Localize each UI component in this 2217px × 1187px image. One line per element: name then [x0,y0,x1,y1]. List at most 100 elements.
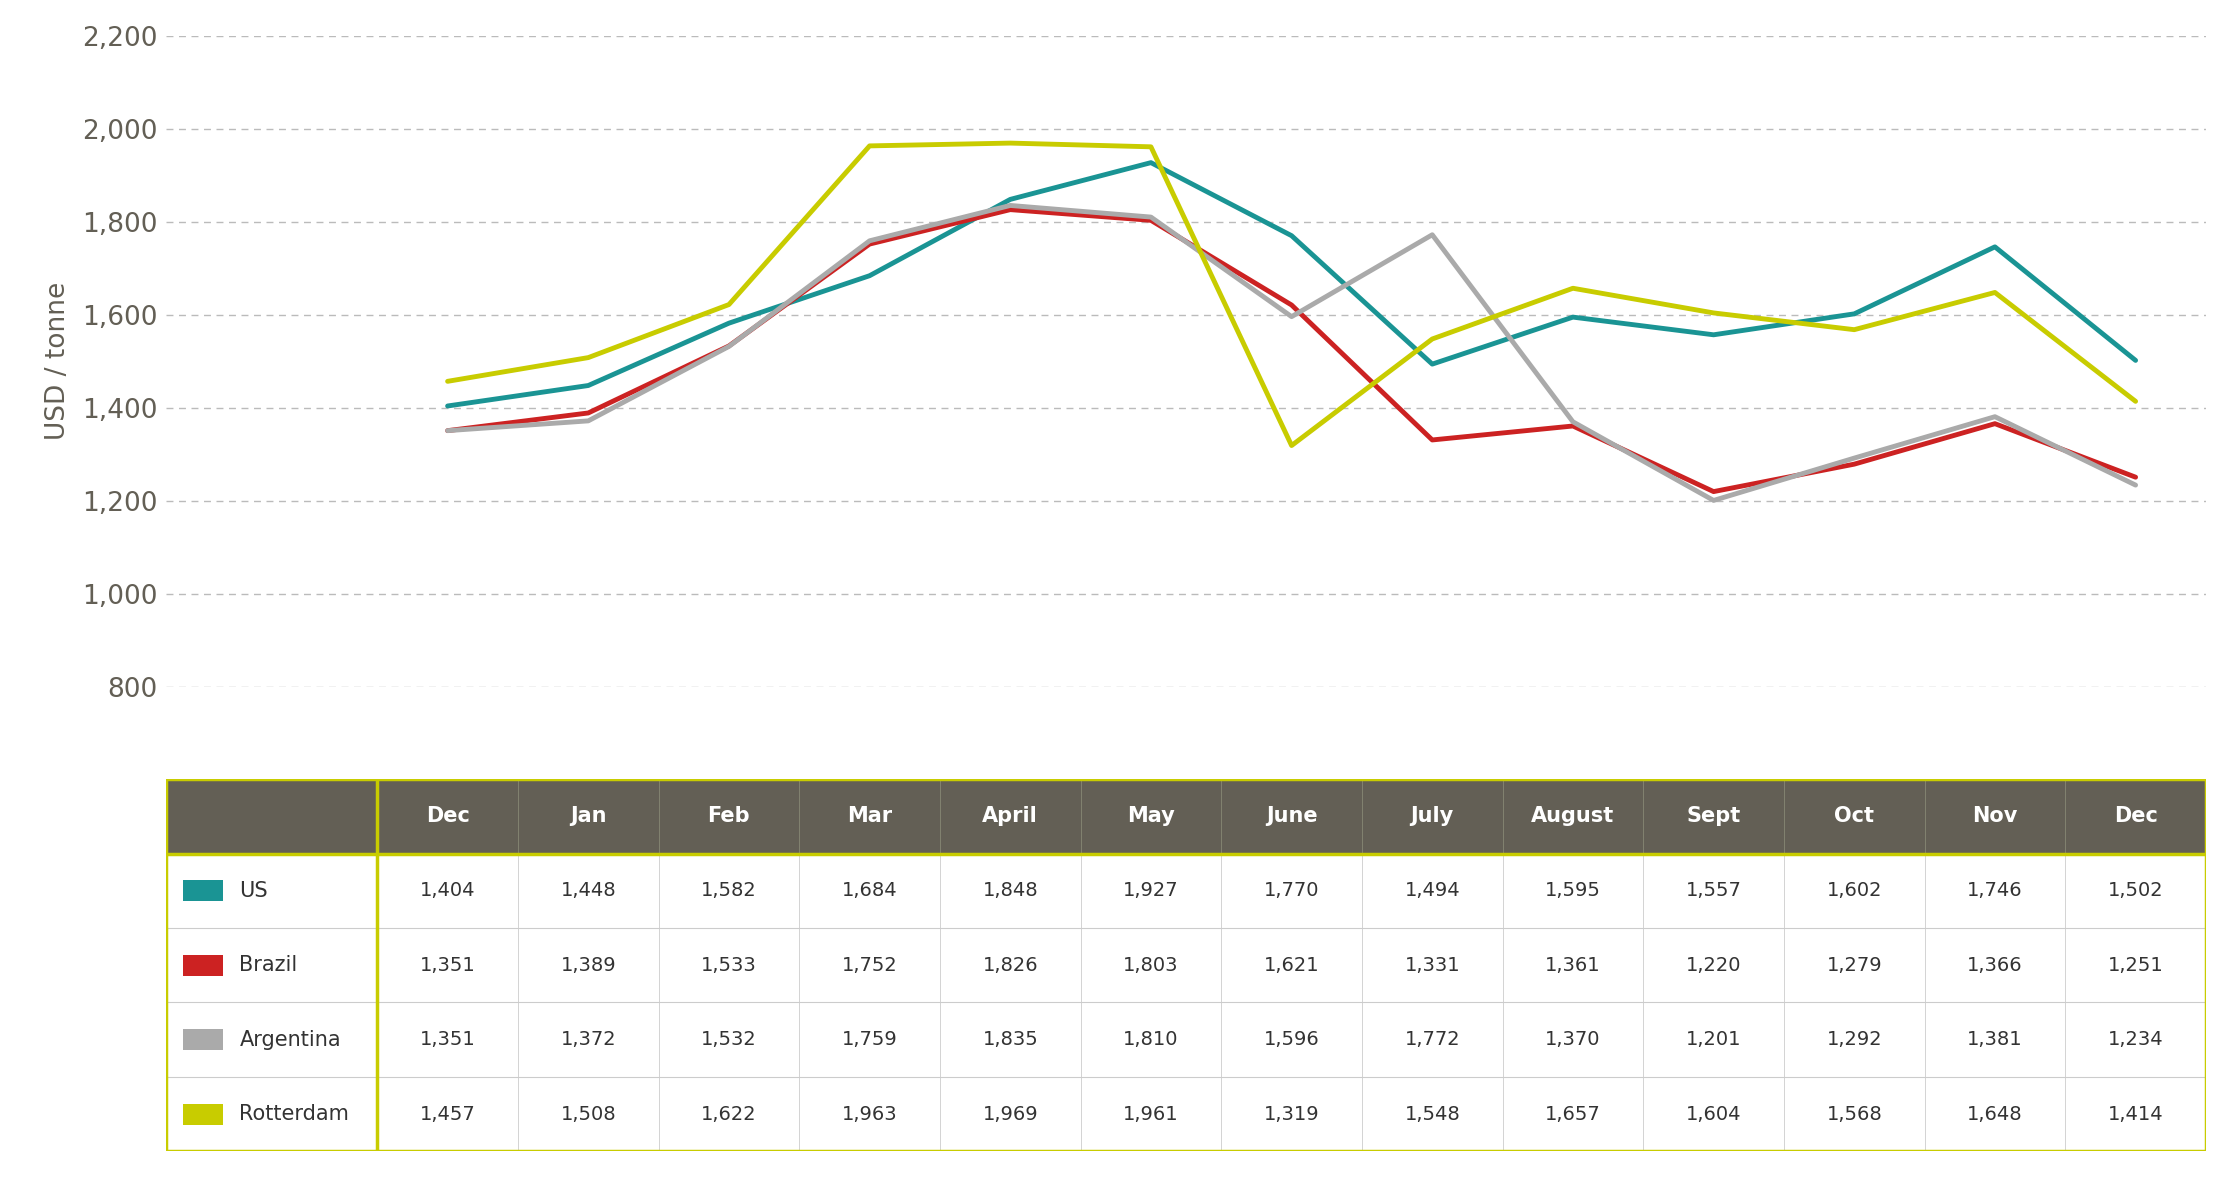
Text: 1,772: 1,772 [1403,1030,1461,1049]
Bar [166,1003,377,1077]
Text: Feb: Feb [707,806,749,826]
Text: 1,351: 1,351 [419,956,474,975]
Text: 1,582: 1,582 [701,881,756,900]
Text: Dec: Dec [426,806,470,826]
Bar [1924,1077,2066,1151]
Text: 1,963: 1,963 [842,1105,898,1124]
Text: 1,835: 1,835 [982,1030,1038,1049]
Bar [184,1104,222,1124]
Bar [1503,779,1643,853]
Bar [1643,779,1785,853]
Bar [1361,1077,1503,1151]
Bar [184,1029,222,1050]
Text: 1,621: 1,621 [1264,956,1319,975]
Bar [519,1077,658,1151]
Text: 1,292: 1,292 [1827,1030,1882,1049]
Text: 1,319: 1,319 [1264,1105,1319,1124]
Text: Mar: Mar [847,806,891,826]
Bar [940,1003,1080,1077]
Bar [1643,1077,1785,1151]
Bar [1080,1077,1222,1151]
Text: 1,381: 1,381 [1966,1030,2022,1049]
Bar [800,1003,940,1077]
Bar [1361,928,1503,1003]
Text: 1,366: 1,366 [1966,956,2022,975]
Bar [377,779,519,853]
Text: August: August [1532,806,1614,826]
Bar [377,853,519,928]
Bar [1924,853,2066,928]
Text: 1,596: 1,596 [1264,1030,1319,1049]
Bar [1785,853,1924,928]
Text: Oct: Oct [1833,806,1873,826]
Text: 1,961: 1,961 [1124,1105,1179,1124]
Text: 1,752: 1,752 [842,956,898,975]
Bar [2066,853,2206,928]
Bar [940,853,1080,928]
Bar [1643,853,1785,928]
Text: 1,372: 1,372 [561,1030,616,1049]
Bar [377,928,519,1003]
Bar [2066,1003,2206,1077]
Bar [1222,853,1361,928]
Bar [1222,779,1361,853]
Text: Nov: Nov [1973,806,2017,826]
Text: 1,927: 1,927 [1124,881,1179,900]
Text: 1,234: 1,234 [2108,1030,2164,1049]
Text: 1,404: 1,404 [419,881,474,900]
Bar [1222,1077,1361,1151]
Bar [1361,1003,1503,1077]
Bar [940,779,1080,853]
Text: 1,508: 1,508 [561,1105,616,1124]
Text: 1,602: 1,602 [1827,881,1882,900]
Text: Jan: Jan [570,806,607,826]
Bar [658,779,800,853]
Text: 1,331: 1,331 [1403,956,1461,975]
Text: 1,622: 1,622 [701,1105,756,1124]
Text: 1,448: 1,448 [561,881,616,900]
Bar [1924,779,2066,853]
Text: 1,220: 1,220 [1685,956,1740,975]
Bar [1361,779,1503,853]
Bar [2066,1077,2206,1151]
Text: 1,351: 1,351 [419,1030,474,1049]
Text: 1,457: 1,457 [419,1105,474,1124]
Bar [1785,1003,1924,1077]
Bar [800,1077,940,1151]
Bar [1361,853,1503,928]
Text: 1,502: 1,502 [2108,881,2164,900]
Text: 1,251: 1,251 [2108,956,2164,975]
Text: 1,770: 1,770 [1264,881,1319,900]
Bar [1785,928,1924,1003]
Text: 1,533: 1,533 [701,956,756,975]
Text: 1,826: 1,826 [982,956,1038,975]
Bar [166,928,377,1003]
Bar [166,779,377,853]
Text: 1,279: 1,279 [1827,956,1882,975]
Bar [658,853,800,928]
Bar [1785,779,1924,853]
Text: 1,201: 1,201 [1685,1030,1740,1049]
Bar [1785,1077,1924,1151]
Bar [377,1077,519,1151]
Text: US: US [239,881,268,901]
Text: 1,657: 1,657 [1545,1105,1601,1124]
Text: May: May [1126,806,1175,826]
Bar [519,1003,658,1077]
Text: Argentina: Argentina [239,1029,341,1049]
Text: June: June [1266,806,1317,826]
Bar [940,928,1080,1003]
Bar [1503,928,1643,1003]
Bar [377,1003,519,1077]
Bar [1643,1003,1785,1077]
Text: 1,746: 1,746 [1966,881,2022,900]
Bar [519,779,658,853]
Bar [1924,1003,2066,1077]
Bar [800,853,940,928]
Text: 1,595: 1,595 [1545,881,1601,900]
Bar [800,779,940,853]
Text: 1,414: 1,414 [2108,1105,2164,1124]
Bar [800,928,940,1003]
Text: 1,848: 1,848 [982,881,1038,900]
Bar [1222,1003,1361,1077]
